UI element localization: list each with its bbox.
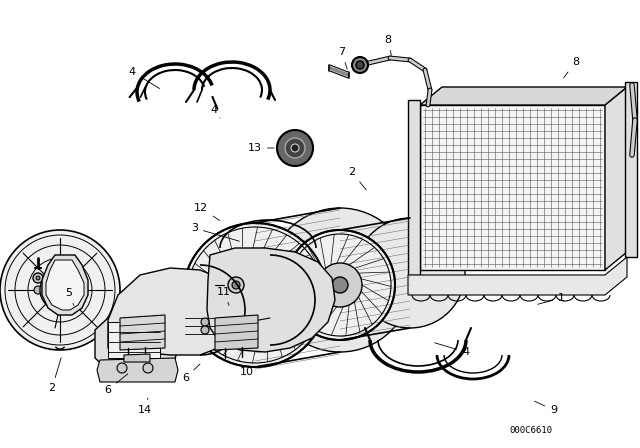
Polygon shape xyxy=(207,248,335,352)
Polygon shape xyxy=(97,358,178,382)
Text: 9: 9 xyxy=(534,401,557,415)
Circle shape xyxy=(352,57,368,73)
Circle shape xyxy=(285,138,305,158)
Text: 11: 11 xyxy=(217,287,231,306)
Text: 12: 12 xyxy=(194,203,220,220)
Text: 8: 8 xyxy=(564,57,579,78)
Text: 000C6610: 000C6610 xyxy=(509,426,553,435)
Circle shape xyxy=(201,326,209,334)
Polygon shape xyxy=(215,268,258,302)
Polygon shape xyxy=(46,260,84,310)
Text: 4: 4 xyxy=(435,343,469,357)
Ellipse shape xyxy=(245,285,265,305)
Text: 14: 14 xyxy=(138,398,152,415)
Circle shape xyxy=(232,281,240,289)
Circle shape xyxy=(143,363,153,373)
Circle shape xyxy=(356,61,364,69)
Ellipse shape xyxy=(285,230,395,340)
Circle shape xyxy=(201,318,209,326)
Circle shape xyxy=(33,273,43,283)
Text: 4: 4 xyxy=(129,67,159,89)
Text: 6: 6 xyxy=(104,374,128,395)
Text: 2: 2 xyxy=(348,167,366,190)
Polygon shape xyxy=(408,257,627,295)
Ellipse shape xyxy=(227,267,283,323)
Text: 7: 7 xyxy=(339,47,348,69)
Polygon shape xyxy=(420,87,627,105)
Text: 5: 5 xyxy=(65,288,74,306)
Polygon shape xyxy=(108,268,238,355)
Circle shape xyxy=(216,326,224,334)
Ellipse shape xyxy=(54,284,66,296)
Ellipse shape xyxy=(183,223,327,367)
Ellipse shape xyxy=(355,218,465,328)
Ellipse shape xyxy=(287,285,307,305)
Circle shape xyxy=(34,286,42,294)
Ellipse shape xyxy=(279,277,315,313)
Circle shape xyxy=(117,363,127,373)
Circle shape xyxy=(228,277,244,293)
Polygon shape xyxy=(408,100,420,275)
Circle shape xyxy=(216,318,224,326)
Polygon shape xyxy=(215,315,258,350)
Polygon shape xyxy=(625,82,637,257)
Circle shape xyxy=(36,276,40,280)
Ellipse shape xyxy=(268,208,412,352)
Ellipse shape xyxy=(48,278,72,302)
Polygon shape xyxy=(120,315,165,350)
Text: 3: 3 xyxy=(191,223,239,241)
Ellipse shape xyxy=(318,263,362,307)
Text: 4: 4 xyxy=(210,105,220,118)
Text: 8: 8 xyxy=(385,35,392,55)
Ellipse shape xyxy=(332,277,348,293)
Text: 13: 13 xyxy=(248,143,274,153)
Polygon shape xyxy=(605,87,627,270)
Polygon shape xyxy=(178,308,248,340)
Text: 2: 2 xyxy=(49,358,61,393)
Circle shape xyxy=(277,130,313,166)
Ellipse shape xyxy=(40,270,80,310)
Ellipse shape xyxy=(0,230,120,350)
Text: 1: 1 xyxy=(538,293,565,304)
Polygon shape xyxy=(108,322,160,358)
Circle shape xyxy=(291,144,299,152)
Text: 6: 6 xyxy=(182,364,200,383)
Polygon shape xyxy=(42,255,88,315)
Polygon shape xyxy=(95,315,178,372)
Polygon shape xyxy=(420,105,605,270)
Polygon shape xyxy=(124,354,150,362)
Text: 10: 10 xyxy=(239,360,254,377)
